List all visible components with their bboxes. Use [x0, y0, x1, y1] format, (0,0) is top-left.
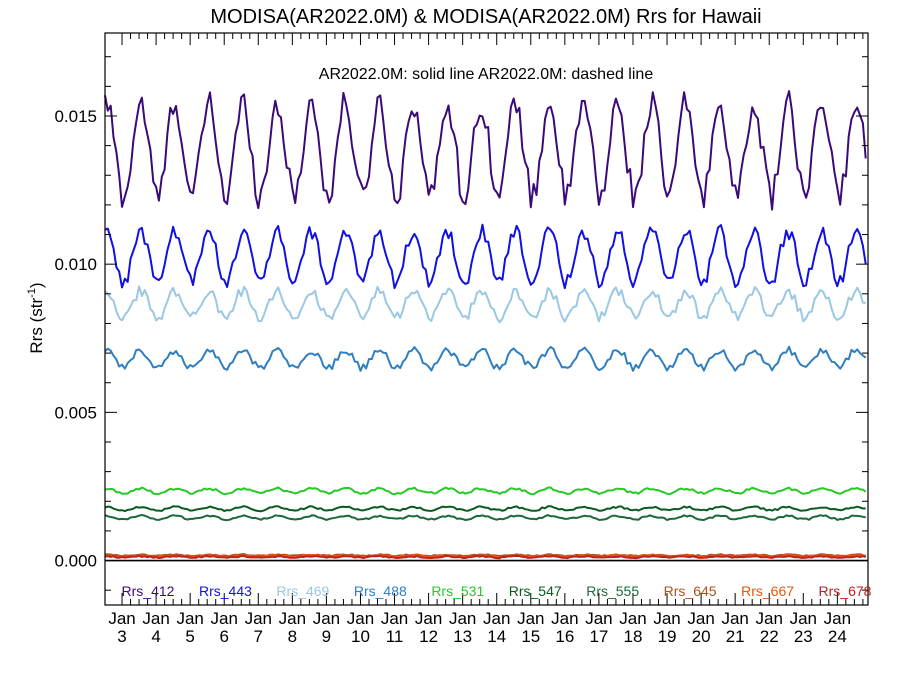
- x-tick-day-label: 7: [254, 627, 263, 646]
- x-tick-day-label: 21: [726, 627, 745, 646]
- x-tick-day-label: 11: [386, 627, 404, 646]
- x-tick-day-label: 10: [351, 627, 370, 646]
- x-tick-month-label: Jan: [142, 609, 169, 628]
- y-axis-label-main: Rrs (str: [27, 298, 46, 354]
- x-tick-month-label: Jan: [483, 609, 510, 628]
- series-line-rrs-488: [104, 345, 867, 372]
- x-tick-month-label: Jan: [108, 609, 135, 628]
- legend-entry-rrs-667: Rrs_667: [741, 583, 794, 599]
- y-axis-label-sup: -1: [26, 288, 38, 298]
- y-tick-label: 0.015: [54, 107, 97, 126]
- x-tick-month-label: Jan: [517, 609, 544, 628]
- x-tick-day-label: 6: [219, 627, 228, 646]
- chart-subtitle: AR2022.0M: solid line AR2022.0M: dashed …: [319, 66, 654, 83]
- x-tick-day-label: 24: [828, 627, 847, 646]
- x-tick-day-label: 16: [555, 627, 574, 646]
- legend-entry-rrs-443: Rrs_443: [199, 583, 252, 599]
- series-line-rrs-469: [104, 285, 866, 324]
- series-line-rrs-412: [104, 90, 867, 211]
- y-tick-label: 0.000: [54, 552, 97, 571]
- x-tick-month-label: Jan: [790, 609, 817, 628]
- x-tick-month-label: Jan: [585, 609, 612, 628]
- x-tick-day-label: 17: [589, 627, 608, 646]
- x-tick-month-label: Jan: [313, 609, 340, 628]
- legend-entry-rrs-469: Rrs_469: [276, 583, 329, 599]
- x-tick-month-label: Jan: [721, 609, 748, 628]
- x-tick-day-label: 9: [322, 627, 331, 646]
- legend-entry-rrs-555: Rrs_555: [586, 583, 639, 599]
- x-tick-month-label: Jan: [653, 609, 680, 628]
- x-tick-month-label: Jan: [415, 609, 442, 628]
- legend-entry-rrs-678: Rrs_678: [819, 583, 872, 599]
- y-axis-label-close: ): [27, 282, 46, 288]
- legend-entry-rrs-645: Rrs_645: [664, 583, 717, 599]
- x-tick-day-label: 3: [117, 627, 126, 646]
- x-tick-month-label: Jan: [551, 609, 578, 628]
- series-line-rrs-547: [104, 505, 866, 513]
- x-tick-day-label: 18: [624, 627, 643, 646]
- series-line-rrs-443: [104, 223, 867, 290]
- plot-frame: [104, 32, 869, 606]
- axis-layer: 0.0000.0050.0100.015Jan3Jan4Jan5Jan6Jan7…: [54, 32, 869, 646]
- legend: Rrs_412 Rrs_443 Rrs_469 Rrs_488 Rrs_531 Rrs_5…: [122, 583, 872, 599]
- legend-entry-rrs-488: Rrs_488: [354, 583, 407, 599]
- x-tick-day-label: 8: [288, 627, 297, 646]
- x-tick-day-label: 15: [521, 627, 540, 646]
- x-tick-month-label: Jan: [245, 609, 272, 628]
- x-tick-month-label: Jan: [381, 609, 408, 628]
- x-tick-month-label: Jan: [756, 609, 783, 628]
- y-tick-label: 0.010: [54, 255, 97, 274]
- x-tick-day-label: 19: [658, 627, 677, 646]
- x-tick-day-label: 5: [185, 627, 194, 646]
- x-tick-month-label: Jan: [449, 609, 476, 628]
- x-tick-month-label: Jan: [619, 609, 646, 628]
- y-tick-label: 0.005: [54, 403, 97, 422]
- chart-title: MODISA(AR2022.0M) & MODISA(AR2022.0M) Rr…: [210, 6, 761, 28]
- x-tick-day-label: 4: [151, 627, 160, 646]
- x-tick-day-label: 13: [453, 627, 472, 646]
- x-tick-day-label: 23: [794, 627, 813, 646]
- x-tick-month-label: Jan: [824, 609, 851, 628]
- x-tick-day-label: 22: [760, 627, 779, 646]
- legend-entry-rrs-412: Rrs_412: [122, 583, 175, 599]
- legend-entry-rrs-531: Rrs_531: [431, 583, 484, 599]
- x-tick-month-label: Jan: [279, 609, 306, 628]
- x-tick-day-label: 20: [692, 627, 711, 646]
- x-tick-day-label: 12: [419, 627, 438, 646]
- x-tick-month-label: Jan: [687, 609, 714, 628]
- series-layer: [104, 90, 867, 560]
- series-line-rrs-678: [104, 554, 866, 560]
- x-tick-month-label: Jan: [176, 609, 203, 628]
- x-tick-day-label: 14: [487, 627, 506, 646]
- series-line-rrs-555: [104, 514, 866, 522]
- x-tick-month-label: Jan: [211, 609, 238, 628]
- series-line-rrs-531: [105, 486, 867, 496]
- y-axis-label: Rrs (str-1): [26, 282, 46, 353]
- legend-entry-rrs-547: Rrs_547: [509, 583, 562, 599]
- x-tick-month-label: Jan: [347, 609, 374, 628]
